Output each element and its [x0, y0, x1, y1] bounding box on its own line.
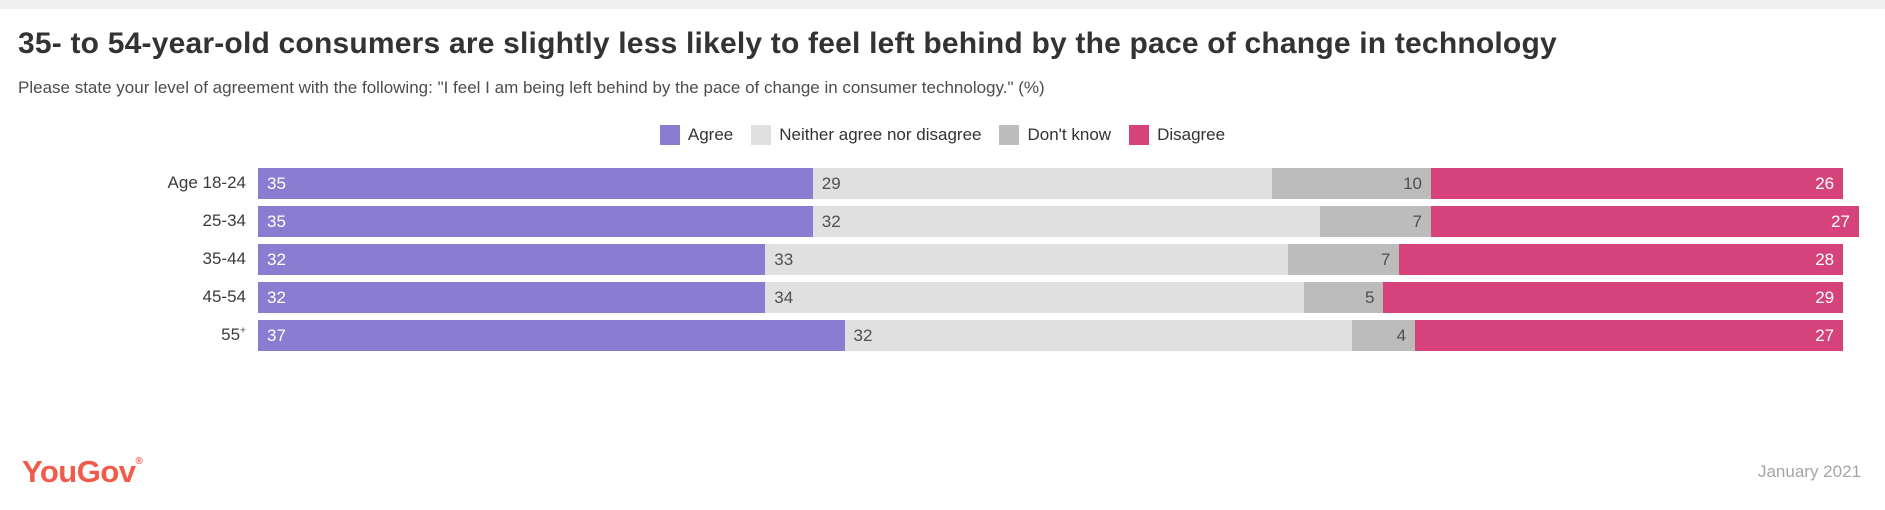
- registered-mark-icon: ®: [135, 456, 143, 467]
- bar-track: 35 32 7 27: [258, 205, 1859, 237]
- bar-segment-agree: 35: [258, 167, 813, 199]
- legend-label: Agree: [687, 124, 734, 144]
- bar-value: 28: [1815, 249, 1835, 269]
- bar-segment-neither-agree-nor-disagree: 32: [844, 319, 1352, 351]
- row-label: 25-34: [202, 211, 246, 231]
- legend-swatch-disagree: [1129, 124, 1150, 145]
- legend-item-agree: Agree: [659, 124, 734, 145]
- chart-row-25-34: 25-34 35 32 7 27: [0, 205, 1885, 237]
- bar-value: 35: [267, 173, 286, 193]
- bar-track: 32 34 5 29: [258, 281, 1859, 313]
- bar-segment-don-t-know: 7: [1288, 243, 1400, 275]
- bar-segment-don-t-know: 7: [1320, 205, 1431, 237]
- bar-segment-don-t-know: 10: [1272, 167, 1431, 199]
- bar-value: 35: [267, 211, 286, 231]
- bar-value: 10: [1403, 173, 1422, 193]
- bar-value: 29: [821, 173, 841, 193]
- bar-segment-don-t-know: 5: [1304, 281, 1384, 313]
- bar-value: 34: [774, 287, 794, 307]
- bar-track: 37 32 4 27: [258, 319, 1859, 351]
- legend: Agree Neither agree nor disagree Don't kno…: [0, 124, 1885, 145]
- row-label: 55+: [221, 325, 246, 345]
- chart-rows: Age 18-24 35 29 10 26 25-34 35 32 7 27 35-44 32 33 7 2…: [0, 167, 1885, 358]
- bar-value: 4: [1396, 325, 1407, 345]
- bar-value: 7: [1412, 211, 1422, 231]
- bar-segment-disagree: 27: [1430, 205, 1859, 237]
- chart-row-55: 55+ 37 32 4 27: [0, 319, 1885, 351]
- legend-item-disagree: Disagree: [1129, 124, 1226, 145]
- legend-swatch-neither-agree-nor-disagree: [751, 124, 772, 145]
- bar-value: 27: [1815, 325, 1835, 345]
- bar-segment-agree: 32: [258, 281, 766, 313]
- bar-segment-agree: 37: [258, 319, 845, 351]
- bar-value: 27: [1831, 211, 1850, 231]
- bar-track: 35 29 10 26: [258, 167, 1859, 199]
- chart-subtitle: Please state your level of agreement wit…: [18, 77, 1045, 97]
- bar-value: 29: [1815, 287, 1835, 307]
- legend-item-don-t-know: Don't know: [999, 124, 1112, 145]
- legend-label: Neither agree nor disagree: [779, 124, 982, 144]
- top-strip: [0, 0, 1885, 9]
- legend-swatch-don-t-know: [999, 124, 1020, 145]
- bar-segment-disagree: 28: [1399, 243, 1844, 275]
- bar-segment-neither-agree-nor-disagree: 29: [812, 167, 1273, 199]
- bar-segment-disagree: 27: [1415, 319, 1844, 351]
- row-label: Age 18-24: [167, 173, 246, 193]
- bar-segment-agree: 35: [258, 205, 813, 237]
- bar-value: 37: [267, 325, 286, 345]
- bar-segment-neither-agree-nor-disagree: 34: [765, 281, 1305, 313]
- bar-value: 7: [1380, 249, 1391, 269]
- chart-row-age-18-24: Age 18-24 35 29 10 26: [0, 167, 1885, 199]
- bar-segment-neither-agree-nor-disagree: 32: [812, 205, 1321, 237]
- chart-row-45-54: 45-54 32 34 5 29: [0, 281, 1885, 313]
- bar-value: 32: [853, 325, 873, 345]
- row-label: 45-54: [202, 287, 246, 307]
- brand-text: YouGov: [22, 454, 136, 489]
- row-label: 35-44: [202, 249, 246, 269]
- chart-header: 35- to 54-year-old consumers are slightl…: [0, 9, 1885, 98]
- bar-value: 32: [267, 249, 286, 269]
- bar-value: 5: [1364, 287, 1375, 307]
- chart-title: 35- to 54-year-old consumers are slightl…: [18, 27, 1557, 60]
- legend-label: Don't know: [1027, 124, 1112, 144]
- bar-segment-neither-agree-nor-disagree: 33: [765, 243, 1289, 275]
- yougov-logo: YouGov®: [22, 454, 143, 490]
- bar-segment-disagree: 29: [1383, 281, 1844, 313]
- bar-value: 33: [774, 249, 794, 269]
- legend-swatch-agree: [659, 124, 680, 145]
- legend-item-neither-agree-nor-disagree: Neither agree nor disagree: [751, 124, 982, 145]
- bar-value: 32: [821, 211, 841, 231]
- bar-value: 26: [1815, 173, 1835, 193]
- chart-footer: YouGov® January 2021: [0, 454, 1885, 510]
- bar-segment-don-t-know: 4: [1351, 319, 1416, 351]
- chart-row-35-44: 35-44 32 33 7 28: [0, 243, 1885, 275]
- legend-label: Disagree: [1157, 124, 1226, 144]
- date-label: January 2021: [1757, 462, 1861, 481]
- bar-segment-disagree: 26: [1430, 167, 1844, 199]
- bar-segment-agree: 32: [258, 243, 766, 275]
- bar-value: 32: [267, 287, 286, 307]
- bar-track: 32 33 7 28: [258, 243, 1859, 275]
